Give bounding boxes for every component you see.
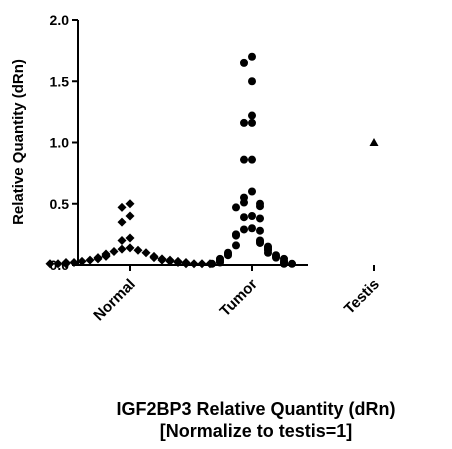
data-point-tumor (248, 52, 256, 61)
data-point-normal (125, 243, 135, 253)
data-point-normal (133, 245, 143, 255)
data-point-tumor (288, 259, 296, 268)
data-point-tumor (240, 213, 248, 222)
data-point-tumor (232, 203, 240, 212)
data-point-normal (53, 259, 63, 269)
data-point-normal (117, 236, 127, 245)
data-point-tumor (248, 212, 256, 220)
data-point-normal (141, 248, 151, 258)
y-tick-label: 2.0 (50, 12, 70, 28)
data-point-normal (61, 259, 71, 269)
data-point-tumor (256, 202, 264, 211)
data-point-tumor (248, 187, 256, 196)
chart-title-block: IGF2BP3 Relative Quantity (dRn) [Normali… (60, 398, 452, 442)
x-tick-label-normal: Normal (90, 276, 139, 325)
data-point-normal (125, 211, 135, 221)
y-axis-label: Relative Quantity (dRn) (10, 59, 27, 225)
data-point-tumor (240, 198, 248, 207)
data-point-normal (149, 253, 159, 263)
data-point-normal (117, 244, 127, 254)
data-point-tumor (264, 248, 272, 257)
data-point-normal (45, 259, 55, 269)
data-point-tumor (240, 225, 248, 234)
data-point-normal (85, 255, 95, 265)
data-point-tumor (224, 251, 232, 260)
data-point-normal (181, 259, 191, 269)
data-point-tumor (248, 155, 256, 164)
data-point-tumor (256, 214, 264, 223)
data-point-tumor (256, 226, 264, 235)
data-point-tumor (256, 238, 264, 247)
data-point-normal (125, 199, 135, 209)
data-point-tumor (280, 259, 288, 268)
data-point-tumor (232, 231, 240, 240)
data-point-tumor (240, 155, 248, 164)
data-point-normal (173, 258, 183, 268)
data-point-tumor (208, 259, 216, 268)
chart-subtitle: [Normalize to testis=1] (159, 421, 353, 441)
data-point-tumor (248, 111, 256, 120)
data-point-normal (93, 254, 103, 264)
data-point-tumor (232, 241, 240, 250)
data-point-normal (197, 259, 207, 269)
y-tick-label: 1.0 (50, 135, 70, 151)
data-point-tumor (216, 258, 224, 267)
y-tick-label: 1.5 (50, 73, 70, 89)
data-point-normal (165, 256, 175, 266)
data-point-testis (369, 138, 379, 146)
data-point-tumor (240, 58, 248, 67)
data-point-tumor (272, 253, 280, 262)
data-point-normal (125, 233, 135, 243)
data-point-normal (109, 247, 119, 257)
data-point-normal (77, 256, 87, 266)
x-tick-label-tumor: Tumor (217, 276, 261, 320)
x-tick-label-testis: Testis (341, 276, 383, 318)
data-point-tumor (248, 77, 256, 86)
data-point-normal (117, 202, 127, 212)
data-point-normal (189, 259, 199, 269)
data-point-tumor (240, 118, 248, 127)
data-point-normal (117, 217, 127, 227)
data-point-tumor (248, 118, 256, 127)
data-point-normal (157, 255, 167, 265)
data-point-tumor (248, 224, 256, 233)
chart-title: IGF2BP3 Relative Quantity (dRn) (116, 399, 396, 419)
data-point-normal (101, 251, 111, 261)
data-point-normal (69, 258, 79, 268)
y-tick-label: 0.5 (50, 196, 70, 212)
